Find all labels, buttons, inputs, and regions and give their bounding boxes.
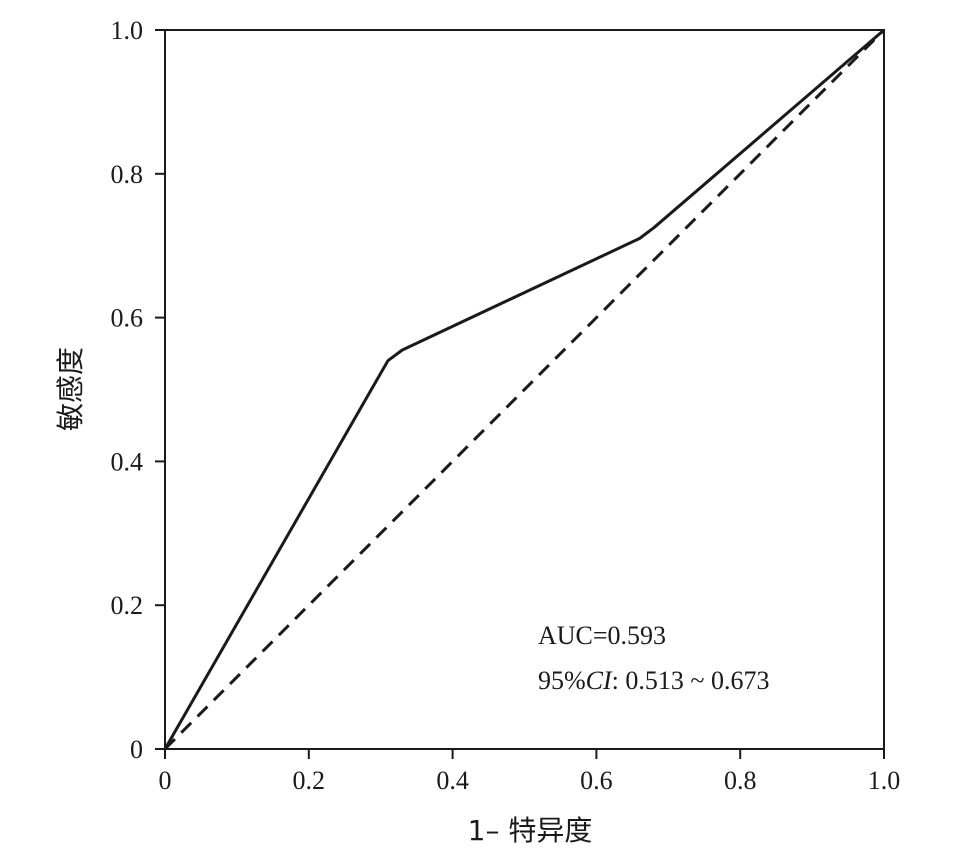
reference-diagonal-line [163,28,886,751]
x-tick-label: 1.0 [868,766,901,795]
x-axis: 0 0.2 0.4 0.6 0.8 1.0 [159,749,901,795]
y-axis-title: 敏感度 [54,347,87,431]
ci-values: : 0.513 ~ 0.673 [612,666,770,695]
x-tick-label: 0 [159,766,172,795]
ci-annotation: 95%CI: 0.513 ~ 0.673 [538,666,769,695]
y-tick-label: 0.2 [111,591,144,620]
y-tick-label: 0.4 [111,447,144,476]
auc-annotation: AUC=0.593 [538,621,666,650]
x-tick-label: 0.6 [580,766,613,795]
y-axis: 0 0.2 0.4 0.6 0.8 1.0 [111,16,165,764]
y-tick-label: 0 [130,735,143,764]
ci-prefix: 95% [538,666,586,695]
x-axis-title: 1– 特异度 [468,814,593,847]
plot-frame [164,29,885,750]
y-tick-label: 0.6 [111,304,144,333]
series-layer [163,28,886,751]
roc-curve-line [163,28,885,750]
x-tick-label: 0.4 [436,766,469,795]
x-tick-label: 0.2 [293,766,326,795]
y-tick-label: 1.0 [111,16,144,45]
y-tick-label: 0.8 [111,160,144,189]
ci-italic: CI [586,666,613,695]
x-tick-label: 0.8 [724,766,757,795]
